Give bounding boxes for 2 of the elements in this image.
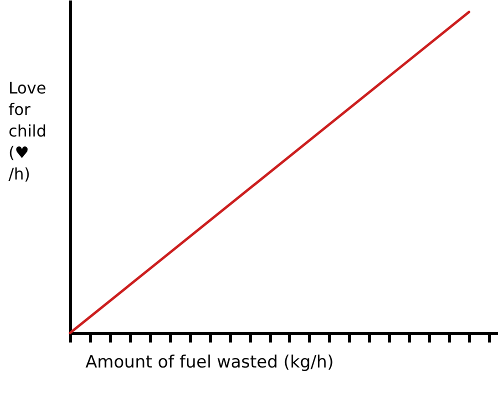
y-axis-title: Love for child (♥ /h) <box>8 78 46 184</box>
x-axis-title: Amount of fuel wasted (kg/h) <box>86 352 334 372</box>
